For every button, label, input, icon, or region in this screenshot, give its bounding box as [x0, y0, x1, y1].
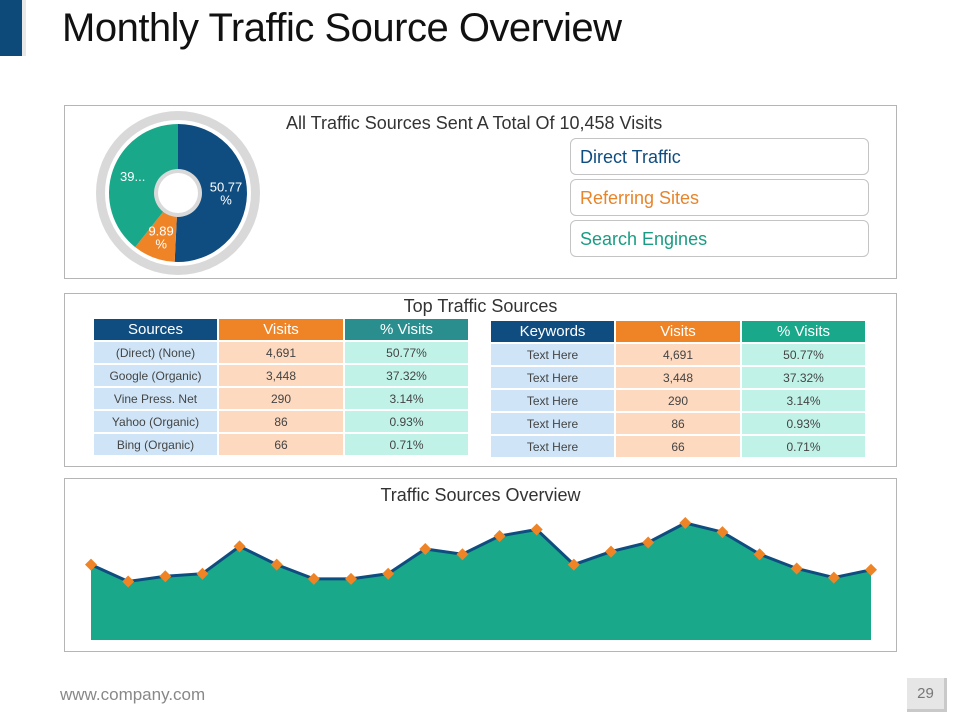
data-point-marker [307, 572, 320, 585]
legend-search-engines: Search Engines [570, 220, 869, 257]
slice-label-direct-traffic: 50.77% [210, 180, 243, 208]
data-point-marker [716, 526, 729, 539]
source-visits: 66 [219, 434, 343, 455]
data-point-marker [753, 548, 766, 561]
source-percent: 37.32% [345, 365, 468, 386]
header-sources: Sources [94, 319, 217, 340]
source-visits: 290 [219, 388, 343, 409]
page-number: 29 [907, 678, 947, 712]
keyword-percent: 0.93% [742, 413, 865, 434]
header-visits: Visits [616, 321, 740, 342]
keyword-name: Text Here [491, 436, 614, 457]
data-point-marker [530, 523, 543, 536]
data-point-marker [567, 558, 580, 571]
data-point-marker [233, 540, 246, 553]
source-visits: 3,448 [219, 365, 343, 386]
data-point-marker [270, 558, 283, 571]
source-percent: 50.77% [345, 342, 468, 363]
data-point-marker [865, 563, 877, 576]
table-row: Google (Organic) 3,448 37.32% [94, 365, 468, 386]
data-point-marker [642, 536, 655, 549]
keyword-visits: 86 [616, 413, 740, 434]
keyword-name: Text Here [491, 413, 614, 434]
data-point-marker [85, 558, 97, 571]
keyword-percent: 3.14% [742, 390, 865, 411]
source-name: Vine Press. Net [94, 388, 217, 409]
summary-title: All Traffic Sources Sent A Total Of 10,4… [286, 113, 663, 133]
slice-direct-traffic [174, 124, 247, 262]
table-row: Bing (Organic) 66 0.71% [94, 434, 468, 455]
source-visits: 4,691 [219, 342, 343, 363]
traffic-summary-panel: All Traffic Sources Sent A Total Of 10,4… [64, 105, 897, 279]
data-point-marker [493, 530, 506, 542]
keyword-percent: 37.32% [742, 367, 865, 388]
source-name: (Direct) (None) [94, 342, 217, 363]
header-keywords: Keywords [491, 321, 614, 342]
data-point-marker [456, 548, 469, 561]
source-name: Bing (Organic) [94, 434, 217, 455]
table-row: Text Here 3,448 37.32% [491, 367, 865, 388]
table-row: Vine Press. Net 290 3.14% [94, 388, 468, 409]
header-visits: Visits [219, 319, 343, 340]
data-point-marker [196, 567, 209, 580]
source-name: Google (Organic) [94, 365, 217, 386]
header-percent-visits: % Visits [345, 319, 468, 340]
donut-hole [158, 173, 198, 213]
legend-direct-traffic: Direct Traffic [570, 138, 869, 175]
data-point-marker [382, 567, 395, 580]
keyword-name: Text Here [491, 344, 614, 365]
data-point-marker [419, 543, 432, 555]
data-point-marker [827, 571, 840, 584]
title-accent-bar [0, 0, 22, 56]
table-row: Text Here 4,691 50.77% [491, 344, 865, 365]
data-point-marker [605, 545, 617, 558]
data-point-marker [345, 572, 357, 585]
sources-table: Sources Visits % Visits (Direct) (None) … [92, 317, 470, 457]
source-visits: 86 [219, 411, 343, 432]
traffic-donut-chart: 50.77 % 9.89 % 39... [96, 111, 260, 275]
keyword-visits: 66 [616, 436, 740, 457]
keyword-visits: 4,691 [616, 344, 740, 365]
table-header-row: Sources Visits % Visits [94, 319, 468, 340]
data-point-marker [159, 570, 172, 583]
keyword-name: Text Here [491, 367, 614, 388]
source-name: Yahoo (Organic) [94, 411, 217, 432]
data-point-marker [790, 562, 803, 575]
source-percent: 3.14% [345, 388, 468, 409]
table-row: Text Here 66 0.71% [491, 436, 865, 457]
source-percent: 0.71% [345, 434, 468, 455]
keyword-percent: 50.77% [742, 344, 865, 365]
slice-label-referring-sites: 9.89% [148, 223, 173, 251]
title-accent-stripe [22, 0, 26, 56]
table-header-row: Keywords Visits % Visits [491, 321, 865, 342]
data-point-marker [679, 517, 692, 529]
keyword-name: Text Here [491, 390, 614, 411]
page-title: Monthly Traffic Source Overview [62, 6, 622, 50]
data-point-marker [122, 575, 135, 588]
legend-referring-sites: Referring Sites [570, 179, 869, 216]
table-row: Text Here 86 0.93% [491, 413, 865, 434]
slice-search-engines [109, 124, 178, 248]
area-series-line [90, 521, 872, 584]
area-series-fill [91, 523, 871, 640]
table-row: (Direct) (None) 4,691 50.77% [94, 342, 468, 363]
overview-chart-title: Traffic Sources Overview [380, 485, 581, 505]
keywords-table: Keywords Visits % Visits Text Here 4,691… [489, 319, 867, 459]
traffic-overview-panel: Traffic Sources Overview [64, 478, 897, 652]
header-percent-visits: % Visits [742, 321, 865, 342]
source-percent: 0.93% [345, 411, 468, 432]
keyword-visits: 3,448 [616, 367, 740, 388]
top-sources-title: Top Traffic Sources [403, 296, 558, 316]
table-row: Text Here 290 3.14% [491, 390, 865, 411]
traffic-area-chart [85, 517, 877, 640]
footer-url[interactable]: www.company.com [60, 685, 206, 704]
keyword-percent: 0.71% [742, 436, 865, 457]
keyword-visits: 290 [616, 390, 740, 411]
slice-label-search-engines: 39... [120, 169, 145, 184]
top-traffic-sources-panel: Top Traffic Sources Sources Visits % Vis… [64, 293, 897, 467]
table-row: Yahoo (Organic) 86 0.93% [94, 411, 468, 432]
